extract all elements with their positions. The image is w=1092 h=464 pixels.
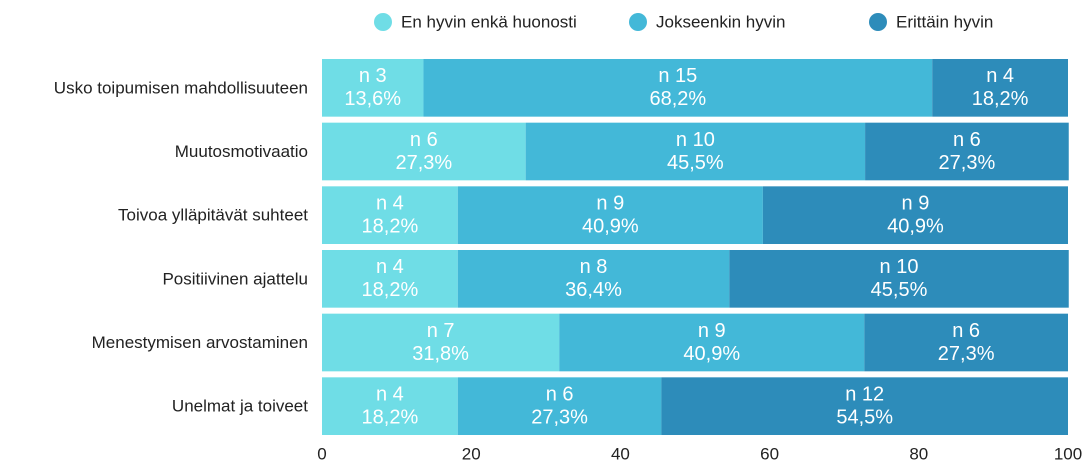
x-tick-label: 40 <box>611 444 630 463</box>
count-label: n 6 <box>546 383 574 405</box>
bar-segment <box>457 250 730 308</box>
legend-swatch <box>629 13 647 31</box>
x-tick-label: 100 <box>1054 444 1082 463</box>
bar-segment <box>864 313 1068 372</box>
x-tick-label: 80 <box>909 444 928 463</box>
bar-segment <box>865 122 1069 181</box>
count-label: n 4 <box>376 256 404 278</box>
count-label: n 6 <box>410 129 438 151</box>
data-label: 54,5% <box>836 406 893 428</box>
legend-swatch <box>869 13 887 31</box>
bar-segment <box>457 377 662 435</box>
count-label: n 4 <box>376 383 404 405</box>
bar-segment <box>457 186 763 244</box>
bar-segment <box>322 377 458 435</box>
count-label: n 6 <box>952 320 980 342</box>
data-label: 68,2% <box>649 88 706 110</box>
data-label: 18,2% <box>362 215 419 237</box>
data-label: 40,9% <box>683 343 740 365</box>
data-label: 18,2% <box>362 406 419 428</box>
bar-segment <box>729 250 1069 308</box>
count-label: n 9 <box>698 320 726 342</box>
count-label: n 4 <box>376 192 404 214</box>
y-tick-label: Positiivinen ajattelu <box>162 269 308 288</box>
data-label: 27,3% <box>395 152 452 174</box>
y-tick-label: Unelmat ja toiveet <box>172 397 308 416</box>
bar-segment <box>661 377 1068 435</box>
y-tick-label: Toivoa ylläpitävät suhteet <box>118 206 308 225</box>
data-label: 40,9% <box>887 215 944 237</box>
y-tick-label: Menestymisen arvostaminen <box>92 333 308 352</box>
data-label: 13,6% <box>344 88 401 110</box>
bar-segment <box>525 122 866 181</box>
legend-label: Erittäin hyvin <box>896 12 993 31</box>
data-label: 40,9% <box>582 215 639 237</box>
legend-label: En hyvin enkä huonosti <box>401 12 577 31</box>
count-label: n 9 <box>902 192 930 214</box>
count-label: n 6 <box>953 129 981 151</box>
count-label: n 9 <box>596 192 624 214</box>
data-label: 36,4% <box>565 279 622 301</box>
count-label: n 10 <box>880 256 919 278</box>
count-label: n 12 <box>845 383 884 405</box>
data-label: 31,8% <box>412 343 469 365</box>
bar-segment <box>322 250 458 308</box>
y-tick-label: Usko toipumisen mahdollisuuteen <box>54 78 308 97</box>
data-label: 27,3% <box>939 152 996 174</box>
count-label: n 15 <box>658 65 697 87</box>
bar-segment <box>322 122 526 181</box>
data-label: 18,2% <box>362 279 419 301</box>
count-label: n 10 <box>676 129 715 151</box>
count-label: n 4 <box>986 65 1014 87</box>
count-label: n 3 <box>359 65 387 87</box>
count-label: n 7 <box>427 320 455 342</box>
x-tick-label: 20 <box>462 444 481 463</box>
data-label: 18,2% <box>972 88 1029 110</box>
data-label: 45,5% <box>871 279 928 301</box>
data-label: 27,3% <box>938 343 995 365</box>
bar-segment <box>762 186 1068 244</box>
bar-segment <box>559 313 865 372</box>
bar-segment <box>322 313 560 372</box>
legend-label: Jokseenkin hyvin <box>656 12 785 31</box>
bar-segment <box>932 59 1068 117</box>
count-label: n 8 <box>580 256 608 278</box>
y-tick-label: Muutosmotivaatio <box>175 142 308 161</box>
x-tick-label: 0 <box>317 444 326 463</box>
legend-swatch <box>374 13 392 31</box>
data-label: 27,3% <box>531 406 588 428</box>
bar-segment <box>423 59 933 117</box>
bar-segment <box>322 186 458 244</box>
x-tick-label: 60 <box>760 444 779 463</box>
bar-segment <box>322 59 424 117</box>
data-label: 45,5% <box>667 152 724 174</box>
